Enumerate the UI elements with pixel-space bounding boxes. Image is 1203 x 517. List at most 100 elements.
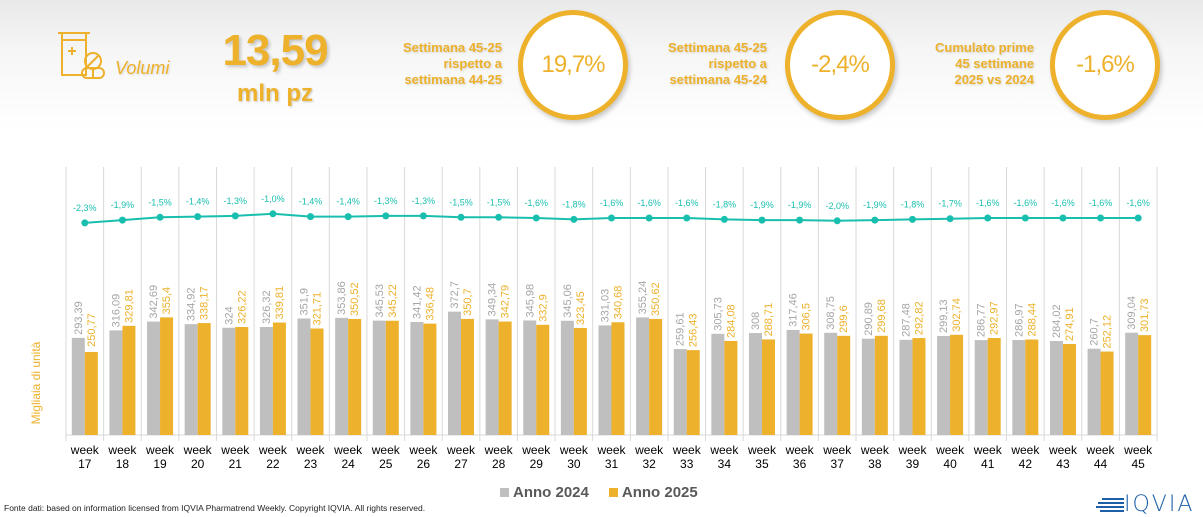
bar-2024 (410, 321, 424, 435)
source-note: Fonte dati: based on information license… (4, 503, 426, 513)
pct-change-label: -1,0% (261, 194, 285, 204)
pct-change-point (796, 216, 804, 224)
data-label-2024: 290,89 (863, 302, 875, 336)
bar-2024 (448, 311, 462, 435)
bar-2025 (385, 320, 399, 435)
data-label-2024: 349,34 (487, 283, 499, 317)
data-label-2024: 345,53 (374, 284, 386, 318)
pct-change-label: -1,6% (1089, 198, 1113, 208)
data-label-2025: 350,62 (650, 282, 662, 316)
data-label-2025: 339,81 (274, 286, 286, 320)
pct-change-point (495, 213, 503, 221)
kpi-cumulative-label: Cumulato prime 45 settimane 2025 vs 2024 (912, 40, 1034, 88)
bar-2025 (686, 350, 700, 435)
pct-change-label: -1,6% (1014, 198, 1038, 208)
pct-change-point (269, 210, 277, 218)
x-tick-label: week 17 (70, 443, 100, 470)
legend-swatch-2024 (500, 488, 509, 497)
bar-2024 (598, 325, 612, 435)
data-label-2024: 293,39 (73, 301, 85, 335)
bar-2025 (536, 324, 550, 435)
kpi-weekly-vs-last-year-circle: -2,4% (785, 10, 895, 120)
x-tick-label: week 40 (935, 443, 965, 470)
data-label-2025: 350,52 (349, 282, 361, 316)
kpi-label-line: settimana 45-24 (669, 72, 767, 87)
bar-2024 (523, 320, 537, 435)
data-label-2024: 345,98 (524, 284, 536, 318)
x-tick-label: week 28 (484, 443, 514, 470)
data-label-2024: 299,13 (938, 299, 950, 333)
data-label-2025: 292,97 (989, 301, 1001, 335)
pct-change-label: -2,3% (73, 203, 97, 213)
x-tick-label: week 37 (822, 443, 852, 470)
grid-layer (65, 167, 1158, 441)
pct-change-label: -1,6% (976, 198, 1000, 208)
bar-2024 (786, 329, 800, 435)
kpi-label-line: 45 settimane (955, 56, 1034, 71)
pct-change-label: -1,6% (1126, 198, 1150, 208)
data-label-2025: 288,44 (1026, 303, 1038, 337)
pct-change-label: -1,4% (299, 197, 323, 207)
bar-2025 (160, 317, 174, 435)
y-axis-title: Migliaia di unità (29, 341, 43, 424)
pct-change-point (81, 219, 89, 227)
pct-change-point (720, 215, 728, 223)
x-tick-label: week 25 (371, 443, 401, 470)
pct-change-label: -1,9% (788, 200, 812, 210)
pct-change-label: -1,5% (487, 197, 511, 207)
bar-2024 (937, 335, 951, 435)
pct-change-point (532, 214, 540, 222)
data-label-2025: 299,68 (876, 299, 888, 333)
data-label-2024: 372,7 (449, 281, 461, 309)
data-label-2024: 305,73 (712, 297, 724, 331)
data-label-2024: 334,92 (186, 287, 198, 321)
kpi-weekly-vs-prev-circle: 19,7% (518, 10, 628, 120)
pct-change-label: -1,9% (750, 200, 774, 210)
bar-2025 (272, 322, 286, 435)
data-label-2024: 309,04 (1126, 296, 1138, 330)
bar-2024 (673, 349, 687, 435)
bar-2024 (748, 333, 762, 435)
bar-2025 (761, 339, 775, 435)
data-label-2024: 351,9 (299, 288, 311, 316)
pct-change-point (1059, 214, 1067, 222)
kpi-weekly-vs-last-year-value: -2,4% (811, 51, 870, 78)
pct-change-point (419, 212, 427, 220)
pct-change-label: -1,3% (224, 196, 248, 206)
x-tick-label: week 35 (747, 443, 777, 470)
x-tick-label: week 26 (408, 443, 438, 470)
data-label-2024: 287,48 (900, 303, 912, 337)
pct-change-point (231, 212, 239, 220)
kpi-label-line: Cumulato prime (935, 40, 1034, 55)
kpi-label-line: rispetto a (443, 56, 502, 71)
bar-2025 (573, 327, 587, 435)
pct-change-point (946, 215, 954, 223)
bar-2025 (84, 351, 98, 435)
legend-label-2025: Anno 2025 (621, 484, 698, 501)
pct-change-label: -1,9% (111, 200, 135, 210)
data-label-2025: 302,74 (951, 298, 963, 332)
pct-change-point (1097, 214, 1105, 222)
pct-change-label: -1,6% (637, 198, 661, 208)
bar-2025 (348, 318, 362, 435)
legend: Anno 2024 Anno 2025 (500, 484, 718, 501)
data-label-2024: 259,61 (675, 312, 687, 346)
bar-2024 (222, 327, 236, 435)
x-tick-label: week 33 (672, 443, 702, 470)
data-label-2025: 345,22 (387, 284, 399, 318)
bar-2024 (297, 318, 311, 435)
data-label-2024: 326,32 (261, 290, 273, 324)
bar-2024 (184, 324, 198, 435)
x-tick-label: week 42 (1010, 443, 1040, 470)
bar-2025 (874, 335, 888, 435)
x-tick-label: week 44 (1086, 443, 1116, 470)
data-label-2024: 316,09 (110, 294, 122, 328)
pct-change-point (608, 214, 615, 222)
pct-change-label: -1,7% (938, 199, 962, 209)
bar-2024 (485, 319, 499, 435)
pill-bottle-icon (48, 28, 108, 84)
data-label-2024: 345,06 (562, 284, 574, 318)
data-label-2024: 324 (223, 306, 235, 324)
data-label-2025: 274,91 (1064, 307, 1076, 341)
bar-2025 (235, 327, 249, 435)
